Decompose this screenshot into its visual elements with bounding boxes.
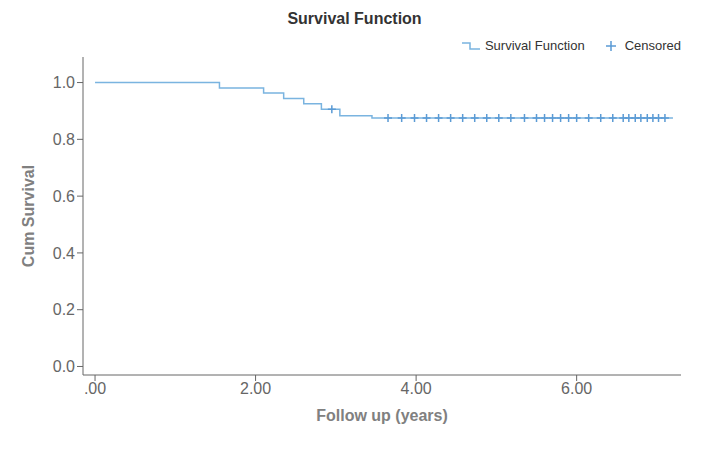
svg-text:6.00: 6.00 — [561, 380, 592, 397]
svg-text:0.2: 0.2 — [53, 301, 75, 318]
svg-text:.00: .00 — [84, 380, 106, 397]
svg-text:0.4: 0.4 — [53, 245, 75, 262]
html-text:Survival Function: Survival Function — [484, 38, 585, 53]
svg-text:0.8: 0.8 — [53, 131, 75, 148]
html-text:Survival Function: Survival Function — [287, 10, 422, 27]
svg-text:4.00: 4.00 — [401, 380, 432, 397]
svg-text:0.6: 0.6 — [53, 188, 75, 205]
html-text:Censored: Censored — [624, 38, 681, 53]
svg-text:1.0: 1.0 — [53, 74, 75, 91]
svg-text:Follow up (years): Follow up (years) — [316, 407, 448, 424]
svg-text:Cum Survival: Cum Survival — [20, 165, 37, 267]
svg-text:0.0: 0.0 — [53, 358, 75, 375]
svg-text:2.00: 2.00 — [240, 380, 271, 397]
